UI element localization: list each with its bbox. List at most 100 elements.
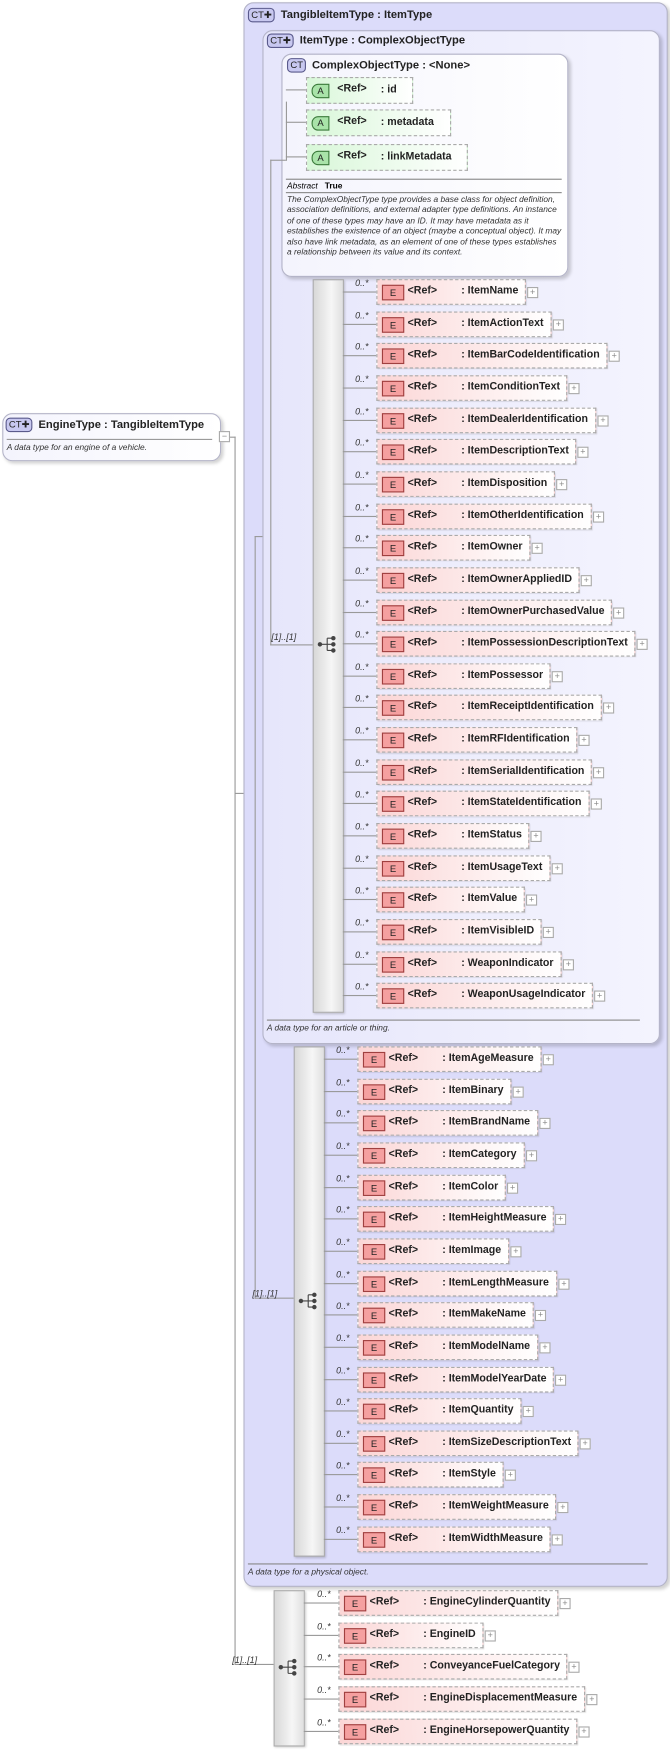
element-ItemDisposition[interactable]: E <Ref>: ItemDisposition (376, 471, 556, 497)
element-ref: <Ref> (388, 1180, 419, 1193)
expand-icon[interactable]: + (512, 1086, 524, 1098)
element-WeaponUsageIndicator[interactable]: E <Ref>: WeaponUsageIndicator (376, 982, 594, 1009)
element-ItemBarCodeIdentification[interactable]: E <Ref>: ItemBarCodeIdentification (376, 342, 608, 369)
element-ItemWidthMeasure[interactable]: E <Ref>: ItemWidthMeasure (357, 1526, 551, 1553)
element-EngineHorsepowerQuantity[interactable]: E <Ref>: EngineHorsepowerQuantity (338, 1718, 578, 1745)
expand-icon[interactable]: + (556, 479, 568, 491)
element-EngineID[interactable]: E <Ref>: EngineID (338, 1622, 484, 1649)
expand-icon[interactable]: + (504, 1469, 516, 1481)
expand-icon[interactable]: + (568, 383, 580, 395)
expand-icon[interactable]: + (568, 1661, 580, 1673)
expand-icon[interactable]: + (603, 702, 615, 714)
expand-icon[interactable]: + (577, 446, 589, 458)
element-ItemBinary[interactable]: E <Ref>: ItemBinary (357, 1078, 512, 1105)
sequence-compositor[interactable] (312, 279, 344, 1013)
expand-icon[interactable]: + (554, 1213, 567, 1226)
element-ItemOwner[interactable]: E <Ref>: ItemOwner (376, 534, 531, 561)
element-EngineCylinderQuantity[interactable]: E <Ref>: EngineCylinderQuantity (338, 1590, 559, 1616)
expand-icon[interactable]: + (608, 350, 620, 362)
element-ItemUsageText[interactable]: E <Ref>: ItemUsageText (376, 855, 551, 882)
element-ItemDealerIdentification[interactable]: E <Ref>: ItemDealerIdentification (376, 407, 596, 434)
element-ItemVisibleID[interactable]: E <Ref>: ItemVisibleID (376, 919, 542, 945)
expand-icon[interactable]: + (590, 798, 602, 810)
element-ItemHeightMeasure[interactable]: E <Ref>: ItemHeightMeasure (357, 1206, 555, 1232)
element-ItemRFIdentification[interactable]: E <Ref>: ItemRFIdentification (376, 726, 578, 753)
collapse-icon[interactable]: − (218, 431, 231, 443)
expand-icon[interactable]: + (522, 1405, 534, 1418)
expand-icon[interactable]: + (580, 575, 592, 587)
expand-icon[interactable]: + (578, 1726, 590, 1738)
element-ItemBrandName[interactable]: E <Ref>: ItemBrandName (357, 1109, 538, 1136)
element-ItemWeightMeasure[interactable]: E <Ref>: ItemWeightMeasure (357, 1494, 557, 1520)
element-ItemMakeName[interactable]: E <Ref>: ItemMakeName (357, 1302, 534, 1328)
sequence-icon (298, 1292, 318, 1310)
expand-icon[interactable]: + (578, 734, 590, 746)
expand-icon[interactable]: + (592, 767, 605, 779)
element-icon: E (343, 1724, 367, 1740)
element-ItemOwnerPurchasedValue[interactable]: E <Ref>: ItemOwnerPurchasedValue (376, 599, 613, 626)
element-ItemAgeMeasure[interactable]: E <Ref>: ItemAgeMeasure (357, 1046, 542, 1073)
element-ItemActionText[interactable]: E <Ref>: ItemActionText (376, 311, 552, 338)
sequence-compositor[interactable] (273, 1590, 305, 1747)
element-icon: E (381, 957, 405, 973)
expand-icon[interactable]: + (484, 1630, 496, 1642)
element-ItemStyle[interactable]: E <Ref>: ItemStyle (357, 1461, 504, 1488)
expand-icon[interactable]: + (594, 990, 606, 1002)
attribute-linkMetadata[interactable]: A <Ref>: linkMetadata (305, 144, 469, 171)
expand-icon[interactable]: + (562, 959, 574, 971)
expand-icon[interactable]: + (551, 863, 563, 875)
element-ItemOwnerAppliedID[interactable]: E <Ref>: ItemOwnerAppliedID (376, 567, 580, 593)
attribute-metadata[interactable]: A <Ref>: metadata (305, 109, 451, 137)
expand-icon[interactable]: + (531, 542, 543, 554)
element-ItemStateIdentification[interactable]: E <Ref>: ItemStateIdentification (376, 790, 590, 817)
element-ItemColor[interactable]: E <Ref>: ItemColor (357, 1174, 507, 1201)
element-ItemReceiptIdentification[interactable]: E <Ref>: ItemReceiptIdentification (376, 694, 602, 721)
expand-icon[interactable]: + (579, 1438, 591, 1450)
element-name: : ItemConditionText (461, 380, 561, 394)
expand-icon[interactable]: + (554, 1374, 567, 1386)
element-ItemPossessionDescriptionText[interactable]: E <Ref>: ItemPossessionDescriptionText (376, 630, 636, 657)
expand-icon[interactable]: + (552, 319, 564, 331)
expand-icon[interactable]: + (525, 894, 538, 906)
expand-icon[interactable]: + (527, 286, 539, 299)
expand-icon[interactable]: + (551, 671, 563, 683)
expand-icon[interactable]: + (542, 926, 554, 939)
expand-icon[interactable]: + (506, 1182, 519, 1194)
expand-icon[interactable]: + (551, 1534, 563, 1546)
expand-icon[interactable]: + (592, 511, 605, 523)
element-ItemModelYearDate[interactable]: E <Ref>: ItemModelYearDate (357, 1366, 555, 1393)
expand-icon[interactable]: + (636, 638, 648, 650)
expand-icon[interactable]: + (510, 1246, 522, 1258)
expand-icon[interactable]: + (534, 1309, 547, 1322)
element-ref: <Ref> (407, 605, 438, 618)
element-ItemSizeDescriptionText[interactable]: E <Ref>: ItemSizeDescriptionText (357, 1430, 579, 1457)
element-ConveyanceFuelCategory[interactable]: E <Ref>: ConveyanceFuelCategory (338, 1653, 568, 1680)
element-EngineDisplacementMeasure[interactable]: E <Ref>: EngineDisplacementMeasure (338, 1686, 585, 1712)
element-ItemDescriptionText[interactable]: E <Ref>: ItemDescriptionText (376, 438, 577, 465)
attribute-id[interactable]: A <Ref>: id (305, 77, 414, 104)
element-ItemName[interactable]: E <Ref>: ItemName (376, 279, 527, 305)
expand-icon[interactable]: + (558, 1278, 570, 1290)
element-ItemModelName[interactable]: E <Ref>: ItemModelName (357, 1334, 538, 1361)
element-ItemCategory[interactable]: E <Ref>: ItemCategory (357, 1142, 525, 1169)
expand-icon[interactable]: + (539, 1342, 551, 1354)
element-WeaponIndicator[interactable]: E <Ref>: WeaponIndicator (376, 951, 562, 978)
element-ItemPossessor[interactable]: E <Ref>: ItemPossessor (376, 663, 551, 690)
expand-icon[interactable]: + (525, 1150, 538, 1162)
expand-icon[interactable]: + (597, 415, 609, 427)
expand-icon[interactable]: + (557, 1501, 569, 1514)
expand-icon[interactable]: + (586, 1694, 598, 1706)
expand-icon[interactable]: + (613, 607, 625, 619)
element-ItemImage[interactable]: E <Ref>: ItemImage (357, 1238, 509, 1265)
element-ItemStatus[interactable]: E <Ref>: ItemStatus (376, 823, 530, 849)
element-ItemConditionText[interactable]: E <Ref>: ItemConditionText (376, 375, 568, 401)
element-ItemValue[interactable]: E <Ref>: ItemValue (376, 886, 526, 913)
element-ItemOtherIdentification[interactable]: E <Ref>: ItemOtherIdentification (376, 503, 592, 530)
element-ItemSerialIdentification[interactable]: E <Ref>: ItemSerialIdentification (376, 759, 593, 786)
expand-icon[interactable]: + (542, 1054, 554, 1066)
element-ItemLengthMeasure[interactable]: E <Ref>: ItemLengthMeasure (357, 1270, 557, 1297)
expand-icon[interactable]: + (530, 830, 542, 842)
expand-icon[interactable]: + (559, 1597, 571, 1610)
expand-icon[interactable]: + (539, 1117, 551, 1129)
element-ItemQuantity[interactable]: E <Ref>: ItemQuantity (357, 1398, 522, 1424)
